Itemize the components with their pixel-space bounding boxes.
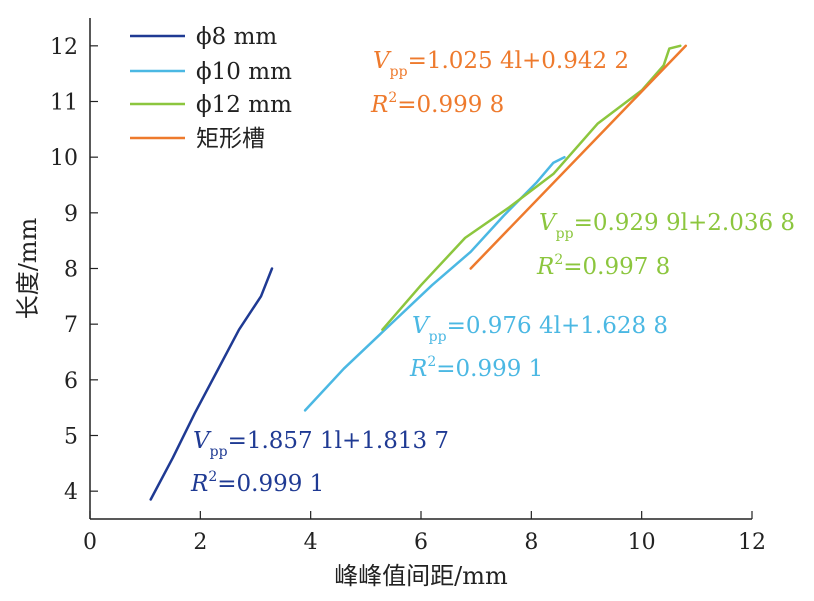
x-tick-label: 2	[193, 530, 207, 555]
y-tick-label: 7	[64, 313, 78, 338]
x-tick-label: 6	[414, 530, 428, 555]
series-line-2	[381, 44, 682, 331]
r-squared-value: R2=0.999 8	[370, 90, 504, 118]
series-line-1	[303, 155, 566, 412]
regression-equation: Vpp=1.857 1l+1.813 7	[193, 428, 449, 460]
legend-label: ϕ8 mm	[196, 24, 277, 50]
legend: ϕ8 mm ϕ10 mm ϕ12 mm 矩形槽	[130, 24, 292, 152]
x-tick-label: 0	[83, 530, 97, 555]
y-tick-label: 12	[50, 35, 78, 60]
x-tick-label: 4	[304, 530, 318, 555]
regression-equation: Vpp=1.025 4l+0.942 2	[373, 48, 629, 80]
x-axis-title: 峰峰值间距/mm	[334, 562, 508, 590]
regression-equation: Vpp=0.929 9l+2.036 8	[539, 210, 795, 242]
legend-label: 矩形槽	[196, 126, 265, 152]
series-lines	[149, 44, 688, 501]
legend-label: ϕ10 mm	[196, 59, 292, 85]
legend-label: ϕ12 mm	[196, 92, 292, 118]
r-squared-value: R2=0.997 8	[536, 252, 670, 280]
annotations: Vpp=1.857 1l+1.813 7 R2=0.999 1 Vpp=0.976 …	[190, 48, 795, 497]
y-tick-label: 11	[50, 91, 78, 116]
y-tick-label: 5	[64, 425, 78, 450]
y-tick-label: 4	[64, 480, 78, 505]
regression-equation: Vpp=0.976 4l+1.628 8	[412, 313, 668, 345]
r-squared-value: R2=0.999 1	[190, 469, 324, 497]
y-tick-label: 9	[64, 202, 78, 227]
x-tick-label: 10	[628, 530, 656, 555]
x-tick-label: 8	[524, 530, 538, 555]
series-line-0	[149, 267, 274, 501]
r-squared-value: R2=0.999 1	[409, 354, 543, 382]
y-tick-label: 6	[64, 369, 78, 394]
y-tick-label: 8	[64, 258, 78, 283]
y-tick-label: 10	[50, 146, 78, 171]
axes: 0 2 4 6 8 10 12 4 5 6 7 8 9 10 11 12	[50, 18, 766, 555]
y-axis-title: 长度/mm	[14, 217, 42, 319]
series-line-3	[469, 44, 688, 270]
x-tick-label: 12	[738, 530, 766, 555]
